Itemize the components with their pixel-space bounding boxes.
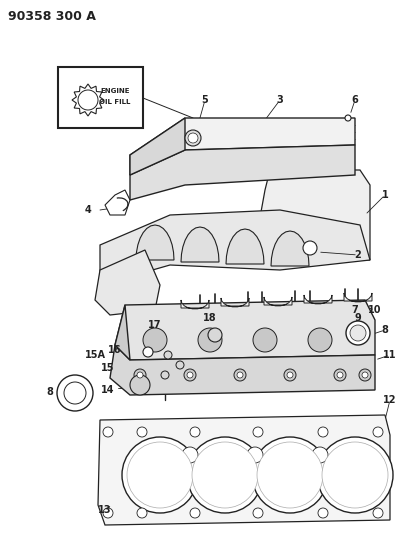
Text: 16: 16 xyxy=(108,345,122,355)
Circle shape xyxy=(190,427,200,437)
Circle shape xyxy=(127,442,193,508)
Circle shape xyxy=(303,241,317,255)
Circle shape xyxy=(78,90,98,110)
Polygon shape xyxy=(255,170,370,260)
Polygon shape xyxy=(221,298,249,307)
Circle shape xyxy=(122,437,198,513)
Circle shape xyxy=(287,372,293,378)
Polygon shape xyxy=(130,145,355,200)
Circle shape xyxy=(350,325,366,341)
Text: 18: 18 xyxy=(203,313,217,323)
Circle shape xyxy=(322,442,388,508)
Circle shape xyxy=(252,437,328,513)
Circle shape xyxy=(184,369,196,381)
Circle shape xyxy=(337,372,343,378)
Text: 11: 11 xyxy=(383,350,397,360)
Circle shape xyxy=(253,427,263,437)
Text: 15A: 15A xyxy=(84,350,106,360)
Circle shape xyxy=(253,508,263,518)
Text: OIL FILL: OIL FILL xyxy=(99,99,131,105)
Text: 90358 300 A: 90358 300 A xyxy=(8,10,96,23)
Text: 6: 6 xyxy=(352,95,358,105)
Polygon shape xyxy=(130,118,355,175)
Text: 10: 10 xyxy=(368,305,382,315)
Polygon shape xyxy=(95,250,160,315)
Circle shape xyxy=(373,427,383,437)
Circle shape xyxy=(64,382,86,404)
Circle shape xyxy=(284,369,296,381)
Polygon shape xyxy=(226,229,264,264)
Text: ENGINE: ENGINE xyxy=(100,88,130,94)
Circle shape xyxy=(317,437,393,513)
Circle shape xyxy=(362,372,368,378)
Circle shape xyxy=(257,442,323,508)
Text: 13: 13 xyxy=(98,505,112,515)
Circle shape xyxy=(237,372,243,378)
Polygon shape xyxy=(72,84,104,116)
Polygon shape xyxy=(98,415,390,525)
Circle shape xyxy=(373,508,383,518)
Polygon shape xyxy=(110,345,375,395)
Text: 12: 12 xyxy=(383,395,397,405)
Polygon shape xyxy=(58,67,143,128)
Circle shape xyxy=(359,369,371,381)
Polygon shape xyxy=(264,297,292,306)
Circle shape xyxy=(130,375,150,395)
Circle shape xyxy=(312,447,328,463)
Text: 7: 7 xyxy=(352,305,358,315)
Circle shape xyxy=(190,508,200,518)
Circle shape xyxy=(137,372,143,378)
Circle shape xyxy=(318,508,328,518)
Circle shape xyxy=(143,328,167,352)
Circle shape xyxy=(253,328,277,352)
Circle shape xyxy=(247,447,263,463)
Text: 2: 2 xyxy=(355,250,361,260)
Circle shape xyxy=(137,508,147,518)
Polygon shape xyxy=(136,225,174,260)
Polygon shape xyxy=(100,210,370,285)
Circle shape xyxy=(137,427,147,437)
Polygon shape xyxy=(130,118,185,175)
Circle shape xyxy=(192,442,258,508)
Text: 4: 4 xyxy=(85,205,91,215)
Polygon shape xyxy=(271,231,309,266)
Circle shape xyxy=(185,130,201,146)
Circle shape xyxy=(188,133,198,143)
Circle shape xyxy=(176,361,184,369)
Polygon shape xyxy=(105,190,130,215)
Circle shape xyxy=(198,328,222,352)
Polygon shape xyxy=(344,293,372,302)
Polygon shape xyxy=(115,305,130,360)
Polygon shape xyxy=(115,300,375,360)
Circle shape xyxy=(143,347,153,357)
Circle shape xyxy=(182,447,198,463)
Text: 3: 3 xyxy=(277,95,283,105)
Polygon shape xyxy=(304,295,332,304)
Circle shape xyxy=(318,427,328,437)
Circle shape xyxy=(187,372,193,378)
Circle shape xyxy=(134,369,146,381)
Circle shape xyxy=(345,115,351,121)
Text: 9: 9 xyxy=(355,313,361,323)
Text: 1: 1 xyxy=(382,190,388,200)
Text: 14: 14 xyxy=(101,385,115,395)
Text: 15: 15 xyxy=(101,363,115,373)
Text: 8: 8 xyxy=(46,387,54,397)
Circle shape xyxy=(103,427,113,437)
Polygon shape xyxy=(181,300,209,309)
Circle shape xyxy=(346,321,370,345)
Circle shape xyxy=(103,508,113,518)
Circle shape xyxy=(308,328,332,352)
Circle shape xyxy=(234,369,246,381)
Circle shape xyxy=(187,437,263,513)
Text: 17: 17 xyxy=(148,320,162,330)
Circle shape xyxy=(57,375,93,411)
Text: 8: 8 xyxy=(382,325,388,335)
Circle shape xyxy=(334,369,346,381)
Text: 5: 5 xyxy=(202,95,208,105)
Circle shape xyxy=(208,328,222,342)
Circle shape xyxy=(161,371,169,379)
Polygon shape xyxy=(181,227,219,262)
Circle shape xyxy=(164,351,172,359)
